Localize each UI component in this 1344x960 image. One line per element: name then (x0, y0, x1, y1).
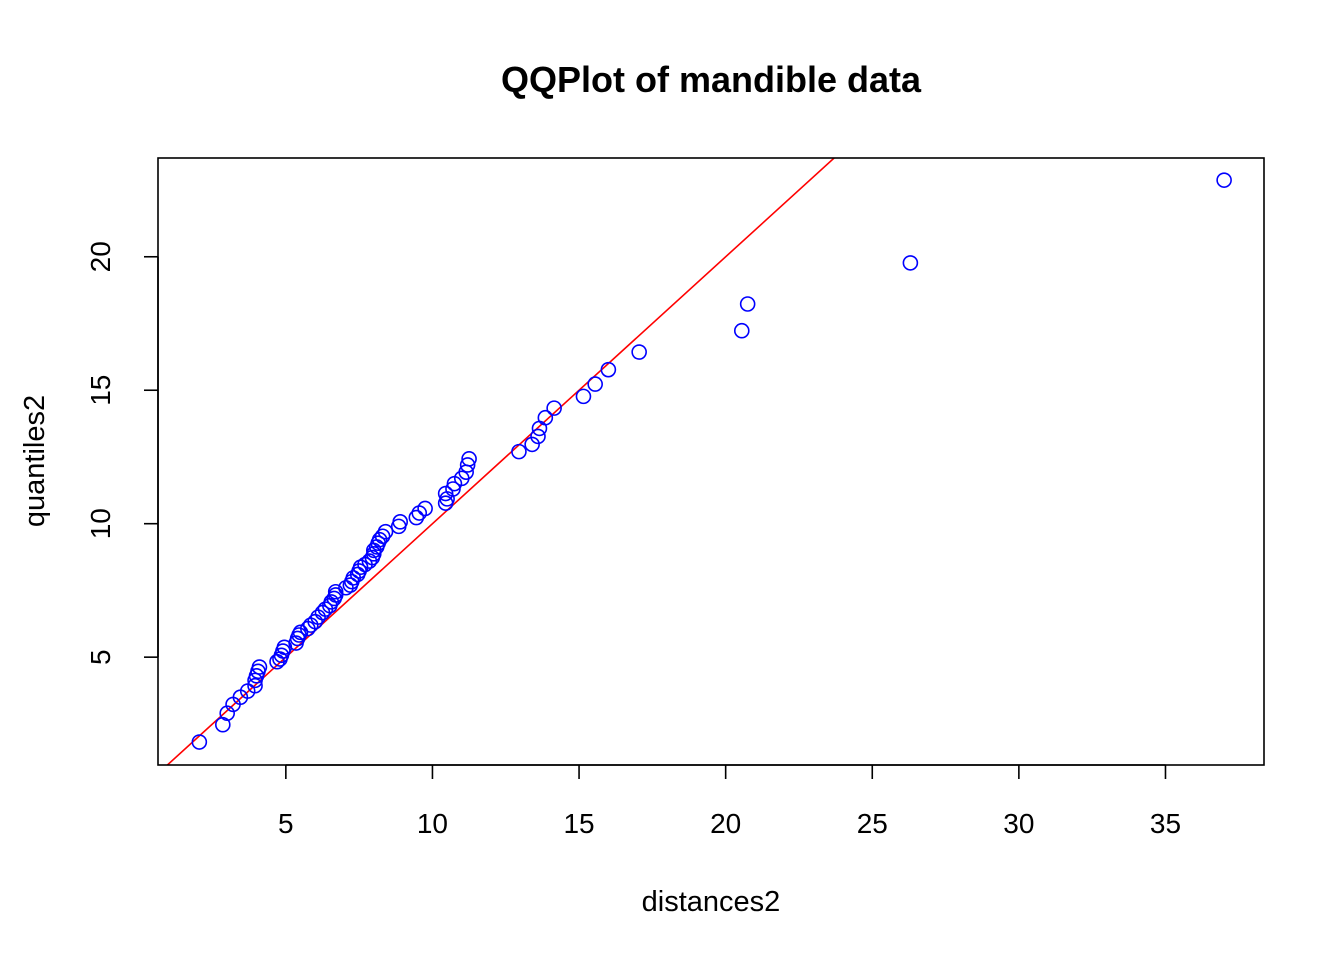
data-point (600, 361, 617, 378)
data-point (537, 409, 554, 426)
data-point (459, 457, 476, 473)
x-tick-label: 20 (710, 808, 741, 839)
y-tick-label: 5 (85, 649, 116, 665)
data-point (524, 436, 540, 453)
plot-frame (157, 157, 1265, 766)
data-point (374, 528, 391, 545)
x-tick-label: 30 (1003, 808, 1034, 839)
chart-title: QQPlot of mandible data (501, 59, 922, 100)
data-point (377, 523, 394, 540)
data-point (366, 546, 382, 562)
data-point (461, 451, 477, 467)
y-axis-label: quantiles2 (19, 395, 51, 527)
x-tick-label: 25 (857, 808, 888, 839)
x-tick-label: 15 (563, 808, 594, 839)
data-point (219, 705, 235, 722)
data-point (408, 509, 425, 526)
x-tick-label: 35 (1150, 808, 1181, 839)
x-tick-label: 5 (278, 808, 294, 839)
x-tick-label: 10 (417, 808, 448, 839)
reference-line (166, 158, 836, 765)
data-point (371, 531, 388, 548)
data-point (739, 296, 756, 312)
data-point (733, 322, 750, 339)
data-point (251, 659, 268, 675)
data-point (1216, 172, 1232, 188)
x-axis-label: distances2 (642, 886, 781, 918)
data-point (530, 428, 546, 445)
data-point (587, 376, 603, 392)
data-point (417, 500, 433, 517)
y-tick-label: 10 (85, 508, 116, 539)
data-point (392, 514, 408, 530)
y-tick-label: 20 (85, 241, 116, 272)
data-point (511, 443, 527, 460)
data-point (292, 624, 309, 641)
y-tick-label: 15 (85, 375, 116, 406)
data-point (531, 420, 548, 437)
data-point (191, 734, 208, 750)
data-point (302, 617, 319, 633)
data-point (247, 677, 263, 694)
data-point (902, 255, 919, 271)
data-point (631, 344, 647, 360)
data-point (327, 583, 344, 600)
data-point (575, 388, 592, 405)
data-point (546, 400, 562, 416)
